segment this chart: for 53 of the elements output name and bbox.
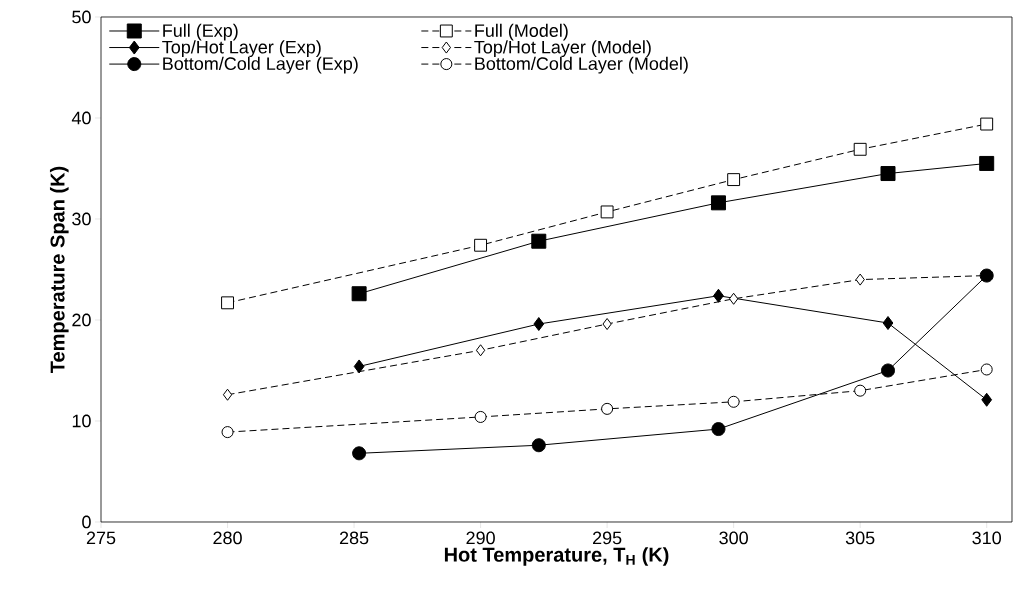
x-tick-label: 300 [719, 531, 748, 545]
legend-label: Bottom/Cold Layer (Exp) [163, 56, 358, 74]
point [853, 142, 867, 156]
point [221, 426, 234, 439]
point [981, 392, 993, 407]
x-tick-label: 305 [845, 531, 875, 545]
point [713, 288, 724, 303]
point [531, 438, 546, 453]
point [727, 173, 741, 187]
point [728, 292, 739, 305]
point [882, 316, 894, 331]
point [855, 273, 865, 286]
legend-label: Bottom/Cold Layer (Model) [475, 56, 688, 74]
point [474, 410, 487, 423]
legend-label: Top/Hot Layer (Model) [474, 40, 651, 58]
point [351, 286, 367, 302]
point [353, 359, 365, 374]
y-axis-title: Temperature Span (K) [49, 166, 69, 373]
point [980, 363, 993, 376]
y-tick-label: 40 [71, 111, 91, 125]
point [880, 166, 896, 182]
y-tick-label: 50 [72, 10, 91, 24]
point [601, 402, 614, 415]
point [980, 117, 994, 131]
point [531, 233, 547, 249]
x-tick-label: 280 [213, 531, 242, 545]
x-tick-label: 290 [466, 531, 495, 545]
point [711, 422, 726, 437]
x-tick-label: 275 [86, 531, 116, 545]
point [602, 318, 612, 331]
point [600, 205, 614, 219]
point [533, 317, 545, 332]
point [474, 238, 488, 252]
x-tick-label: 295 [593, 531, 622, 545]
point [854, 384, 867, 397]
legend-label: Full (Exp) [163, 23, 238, 41]
point [221, 296, 234, 310]
y-tick-label: 20 [72, 313, 91, 327]
legend-label: Full (Model) [475, 23, 568, 41]
x-tick-label: 285 [339, 531, 369, 545]
point [710, 195, 726, 211]
point [979, 155, 995, 171]
point [881, 363, 895, 378]
point [727, 395, 740, 408]
point [352, 446, 367, 461]
y-tick-label: 30 [72, 212, 91, 226]
y-tick-label: 0 [82, 515, 91, 529]
x-tick-label: 310 [972, 531, 1002, 545]
legend-label: Top/Hot Layer (Exp) [162, 40, 321, 58]
point [222, 388, 233, 401]
y-tick-label: 10 [72, 414, 91, 428]
point [475, 344, 486, 357]
x-axis-title: Hot Temperature, T$_{H}$ (K) [444, 547, 669, 566]
